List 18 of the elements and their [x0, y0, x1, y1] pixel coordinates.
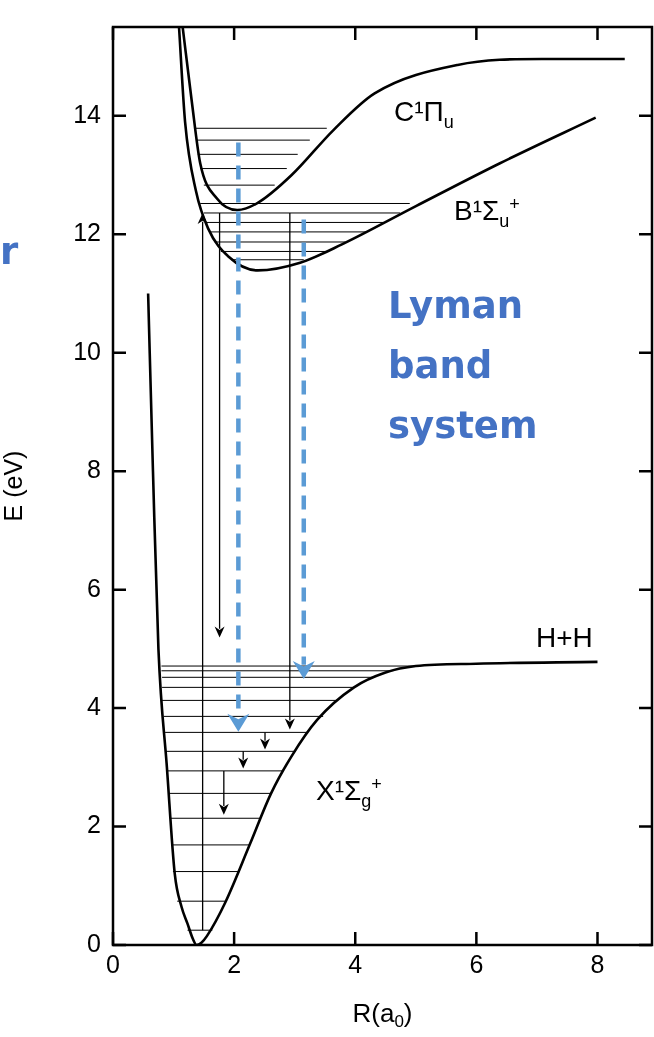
- x-tick-label: 2: [227, 949, 242, 978]
- y-tick-label: 0: [87, 928, 101, 957]
- y-axis-title: E (eV): [0, 450, 27, 522]
- y-tick-label: 2: [87, 810, 101, 839]
- x-tick-label: 8: [590, 949, 605, 978]
- annotation: H+H: [536, 622, 593, 654]
- y-tick-label: 6: [87, 573, 101, 602]
- y-tick-label: 14: [73, 99, 102, 128]
- text: r: [0, 229, 20, 275]
- y-tick-label: 12: [73, 218, 101, 247]
- y-tick-label: 10: [73, 336, 101, 365]
- x-tick-label: 6: [469, 949, 484, 978]
- annotation: C¹Π$_{u}$: [394, 96, 454, 134]
- annotation: Lyman band system: [388, 283, 539, 449]
- y-tick-label: 4: [87, 691, 102, 720]
- x-tick-label: 4: [348, 949, 363, 978]
- y-tick-label: 8: [87, 455, 101, 484]
- x-tick-label: 0: [106, 949, 120, 978]
